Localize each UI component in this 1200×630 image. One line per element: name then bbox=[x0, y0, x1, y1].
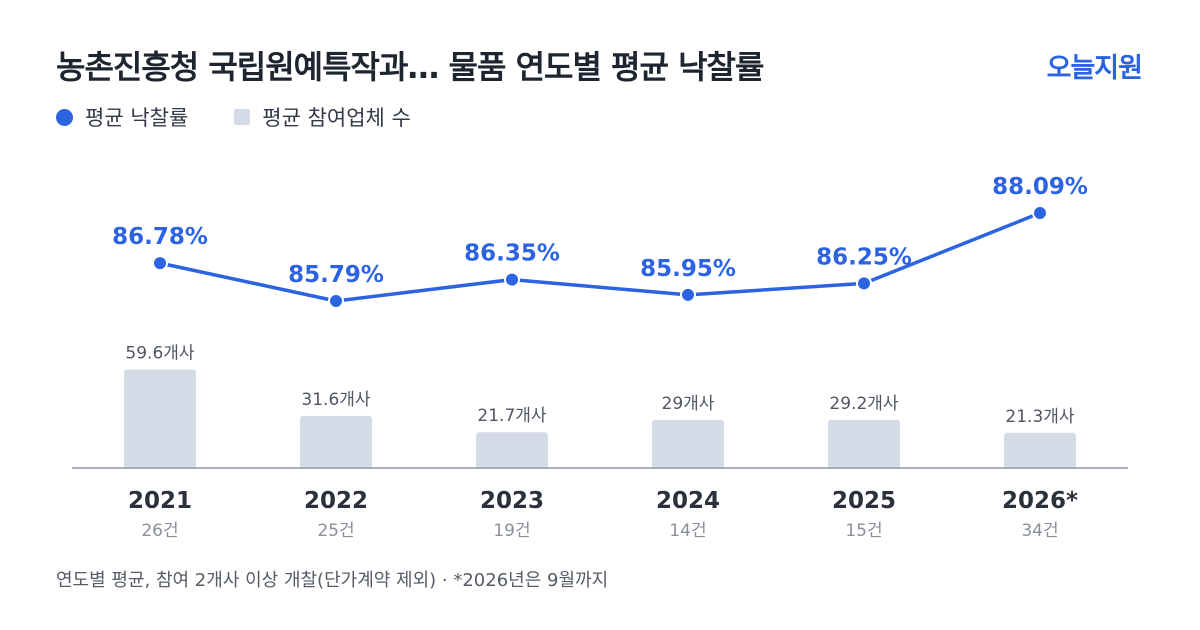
line-point bbox=[152, 255, 168, 272]
line-value-label: 86.25% bbox=[816, 244, 912, 270]
bar-value-label: 31.6개사 bbox=[301, 390, 370, 410]
bar bbox=[652, 420, 724, 468]
line-value-label: 88.09% bbox=[992, 174, 1088, 200]
line-point bbox=[680, 286, 696, 303]
line-series bbox=[159, 211, 1041, 303]
x-tick-label: 2023 bbox=[480, 488, 544, 514]
line-value-label: 85.79% bbox=[288, 262, 384, 288]
count-label: 26건 bbox=[141, 521, 178, 541]
bar bbox=[476, 432, 548, 468]
line-point bbox=[1032, 205, 1048, 221]
x-tick-label: 2025 bbox=[832, 488, 896, 514]
bar bbox=[1004, 432, 1076, 468]
line-point bbox=[504, 271, 520, 288]
bar-value-label: 29.2개사 bbox=[829, 394, 898, 414]
legend-item-line: 평균 낙찰률 bbox=[56, 102, 188, 132]
bar-value-label: 21.3개사 bbox=[1005, 407, 1074, 427]
x-tick-label: 2022 bbox=[304, 488, 368, 514]
legend-square-icon bbox=[234, 109, 251, 125]
bar bbox=[300, 415, 372, 468]
bar bbox=[124, 369, 196, 468]
legend: 평균 낙찰률 평균 참여업체 수 bbox=[56, 102, 457, 132]
x-tick-label: 2026* bbox=[1002, 488, 1078, 514]
line-point bbox=[328, 293, 344, 309]
brand-logo: 오늘지원 bbox=[1046, 53, 1143, 84]
bar-value-label: 29개사 bbox=[662, 394, 715, 414]
x-tick-label: 2024 bbox=[656, 488, 720, 514]
line-value-label: 85.95% bbox=[640, 256, 736, 282]
legend-line-label: 평균 낙찰률 bbox=[85, 106, 189, 130]
count-label: 19건 bbox=[493, 521, 530, 541]
line-value-label: 86.35% bbox=[464, 241, 560, 267]
legend-bar-label: 평균 참여업체 수 bbox=[262, 106, 411, 130]
count-label: 15건 bbox=[845, 521, 882, 541]
count-label: 14건 bbox=[669, 521, 706, 541]
legend-item-bar: 평균 참여업체 수 bbox=[234, 102, 411, 132]
footnote: 연도별 평균, 참여 2개사 이상 개찰(단가계약 제외) · *2026년은 … bbox=[56, 570, 609, 591]
count-label: 34건 bbox=[1021, 521, 1058, 541]
count-label: 25건 bbox=[317, 521, 354, 541]
line-value-label: 86.78% bbox=[112, 224, 208, 250]
x-tick-label: 2021 bbox=[128, 488, 192, 514]
bar bbox=[828, 419, 900, 468]
bar-value-label: 21.7개사 bbox=[477, 406, 546, 426]
line-point bbox=[856, 275, 872, 292]
bar-value-label: 59.6개사 bbox=[125, 344, 194, 364]
chart-title: 농촌진흥청 국립원예특작과… 물품 연도별 평균 낙찰률 bbox=[56, 48, 764, 86]
legend-dot-icon bbox=[56, 108, 73, 126]
